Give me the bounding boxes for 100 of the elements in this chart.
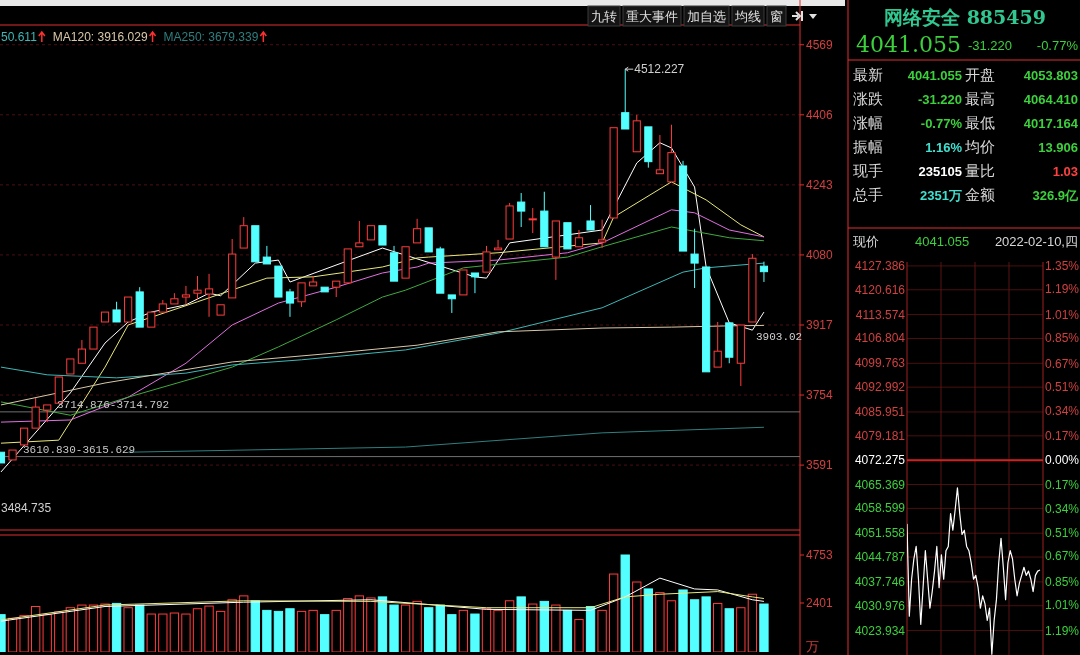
candlestick [690,228,699,289]
y-axis-title: 万 [806,639,819,654]
y-tick-label: 4058.599 [854,501,906,516]
bar [135,604,145,652]
y-tick-label: 3754 [806,388,834,403]
annotation: MA120: 3916.029 [52,30,148,44]
bar [354,595,364,652]
text: 最低 [965,114,995,131]
bar [412,600,422,652]
y2-tick-label: 0.85% [1044,331,1080,346]
y-tick-label: 4092.992 [854,380,906,395]
bar [158,613,168,652]
text: -31.220 [917,92,962,107]
y2-tick-label: 1.19% [1044,624,1080,639]
bar [239,595,249,652]
annotation: 50.611 [1,30,38,44]
bar [736,607,746,652]
text: 开盘 [965,66,995,83]
bar [366,597,376,652]
bar [100,603,110,652]
bar [146,613,156,652]
bar [262,609,272,652]
candlestick [285,288,295,318]
bar [493,609,503,652]
bar [123,607,133,652]
bar [666,600,677,652]
bar [470,613,480,652]
y-tick-label: 4106.804 [854,331,906,346]
y2-tick-label: 1.01% [1044,598,1080,613]
text: 均线 [734,9,761,24]
y-tick-label: 4023.934 [854,623,906,638]
y-tick-label: 4080 [806,247,834,262]
text: 九转 [591,9,617,24]
annotation: MA250: 3679.339 [163,30,259,44]
y2-tick-label: 0.17% [1044,428,1080,443]
y2-tick-label: 0.85% [1044,575,1080,590]
bar [400,604,411,652]
bar [620,554,630,652]
y2-tick-label: 0.34% [1044,502,1080,517]
bar [343,598,353,652]
text: 网络安全 885459 [884,6,1046,28]
bar [747,593,758,652]
text: 2351万 [920,188,962,203]
y-tick-label: 3591 [806,458,834,473]
bar [539,600,549,652]
bar [215,610,226,652]
text: 1.16% [925,140,963,155]
bar [54,611,64,652]
y2-tick-label: 0.51% [1044,526,1080,541]
bar [713,602,723,652]
bar [609,573,619,652]
bar [516,596,526,652]
line-series [0,577,765,622]
bar [724,608,734,652]
annotation: 3484.735 [1,501,52,515]
candlestick [528,207,537,234]
text: 现手 [853,162,883,179]
bar [331,609,341,652]
y-tick-label: 4120.616 [854,282,906,297]
ref-line-label: 3610.830-3615.629 [23,443,136,456]
y2-tick-label: 1.01% [1044,308,1080,323]
bar [504,600,515,652]
y-tick-label: 4127.386 [854,258,906,273]
y-tick-label: 4044.787 [854,550,906,565]
y2-tick-label: 0.00% [1044,453,1080,468]
bar [227,599,237,652]
y2-tick-label: 1.35% [1044,259,1080,274]
y-tick-label: 4030.976 [854,598,906,613]
bar [447,614,457,652]
text: 4064.410 [1023,92,1078,107]
bar [643,588,653,652]
bar [528,603,538,652]
text: -0.77% [920,116,963,131]
y2-tick-label: 0.34% [1044,404,1080,419]
candlestick [204,273,214,318]
bar [701,596,711,652]
line-series [907,487,1041,655]
bar [111,602,122,652]
text: 最高 [965,90,995,107]
y-tick-label: 4079.181 [854,428,906,443]
text: 现价 [853,234,879,249]
bar [88,604,99,652]
text: 金额 [965,186,995,203]
y2-tick-label: 0.51% [1044,380,1080,395]
candlestick [598,219,607,249]
annotation: 3903.02 [756,331,803,343]
bar [632,581,642,652]
bar [551,604,561,652]
bar [562,609,573,652]
y-tick-label: 4569 [806,37,834,52]
candlestick [759,261,769,283]
y-tick-label: 4037.746 [854,574,906,589]
y-tick-label: 4099.763 [854,356,906,371]
text: 1.03 [1052,164,1078,179]
text: 4041.055 [907,68,962,83]
text: 重大事件 [626,9,678,24]
y2-tick-label: 0.67% [1044,549,1080,564]
bar [250,600,260,652]
text: 4041.055 [856,32,961,57]
text: 326.9亿 [1032,188,1079,203]
